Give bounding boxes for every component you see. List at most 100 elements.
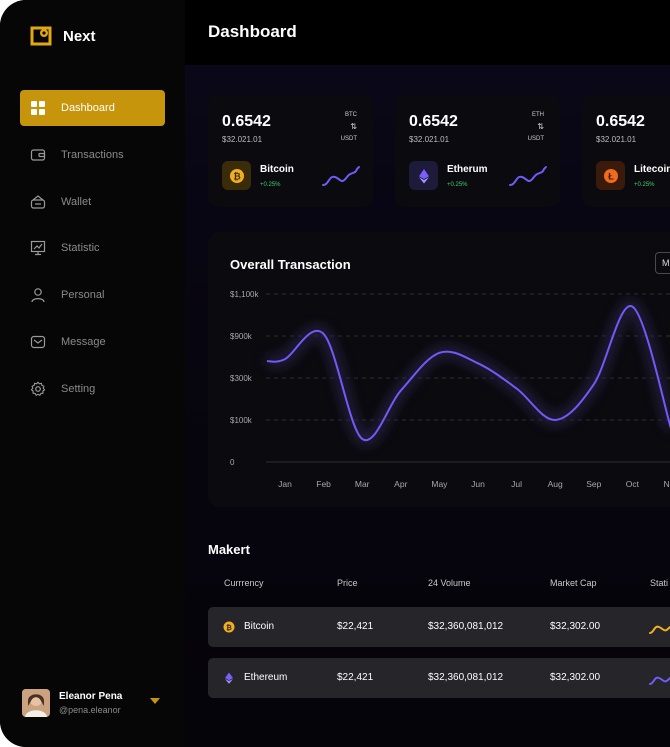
sidebar-item-statistic[interactable]: Statistic	[20, 230, 165, 266]
sidebar-item-label: Wallet	[61, 195, 92, 208]
svg-text:Ł: Ł	[608, 171, 614, 181]
market-row-bitcoin[interactable]: ₿ Bitcoin $22,421 $32,360,081,012 $32,30…	[208, 607, 670, 647]
market-header-price: Price	[337, 578, 358, 588]
user-icon	[30, 287, 46, 303]
swap-icon[interactable]: ⇅	[350, 122, 357, 131]
brand-logo-icon	[30, 26, 52, 46]
grid-icon	[30, 100, 46, 116]
swap-icon[interactable]: ⇅	[537, 122, 544, 131]
sidebar-item-label: Setting	[61, 382, 96, 395]
ticker-pair-quote: USDT	[527, 136, 544, 142]
ticker-usd: $32.021.01	[596, 135, 637, 144]
sidebar-item-label: Message	[61, 335, 106, 348]
sidebar-item-label: Dashboard	[61, 102, 115, 114]
sidebar-item-setting[interactable]: Setting	[20, 371, 165, 407]
presentation-chart-icon	[30, 240, 46, 256]
chart-y-tick-label: $1,100k	[230, 290, 259, 299]
market-cell-volume: $32,360,081,012	[428, 621, 504, 632]
chart-x-tick-label: Jun	[471, 479, 485, 489]
user-profile[interactable]: Eleanor Pena @pena.eleanor	[22, 688, 167, 718]
sidebar-item-label: Personal	[61, 289, 105, 302]
caret-down-icon[interactable]	[150, 698, 160, 705]
market-header-currency: Currrency	[224, 578, 264, 588]
sparkline	[649, 676, 670, 685]
page-title: Dashboard	[208, 22, 297, 41]
ticker-card-bitcoin[interactable]: 0.6542 $32.021.01 BTC ⇅ USDT ₿ Bitcoin +…	[208, 95, 373, 207]
coin-change: +0.25%	[447, 182, 468, 188]
chart-y-tick-label: $300k	[230, 374, 253, 383]
user-handle: @pena.eleanor	[59, 705, 121, 715]
chart-x-tick-label: Aug	[548, 479, 563, 489]
ticker-usd: $32.021.01	[222, 135, 263, 144]
panel-title: Overall Transaction	[230, 257, 351, 272]
mail-icon	[30, 334, 46, 350]
brand-name: Next	[63, 27, 96, 45]
ticker-price: 0.6542	[409, 113, 458, 130]
chart-x-tick-label: Nov	[663, 479, 670, 489]
chart-x-tick-label: May	[431, 479, 448, 489]
wallet-icon	[30, 194, 46, 210]
sidebar-item-label: Statistic	[61, 242, 100, 255]
coin-name: Bitcoin	[260, 164, 294, 175]
content: 0.6542 $32.021.01 BTC ⇅ USDT ₿ Bitcoin +…	[185, 65, 670, 747]
chart-x-tick-label: Feb	[316, 479, 331, 489]
sparkline	[649, 625, 670, 634]
chart-x-tick-label: Jul	[511, 479, 522, 489]
ethereum-icon	[409, 161, 438, 190]
svg-text:₿: ₿	[233, 171, 240, 181]
main-area: Dashboard 0.6542 $32.021.01 BTC ⇅ USDT ₿…	[185, 0, 670, 747]
bitcoin-icon: ₿	[222, 161, 251, 190]
chart-y-tick-label: $100k	[230, 416, 253, 425]
litecoin-icon: Ł	[596, 161, 625, 190]
market-cell-price: $22,421	[337, 672, 374, 683]
chart-x-tick-label: Oct	[626, 479, 640, 489]
topbar: Dashboard	[185, 0, 670, 65]
market-cell-currency: Ethereum	[244, 672, 288, 683]
brand[interactable]: Next	[30, 25, 96, 47]
svg-text:₿: ₿	[226, 624, 232, 632]
chart-x-tick-label: Jan	[278, 479, 292, 489]
ticker-price: 0.6542	[222, 113, 271, 130]
market-header-statistic: Stati	[650, 578, 669, 588]
market-row-ethereum[interactable]: Ethereum $22,421 $32,360,081,012 $32,302…	[208, 658, 670, 698]
card-icon	[30, 147, 46, 163]
ticker-card-ethereum[interactable]: 0.6542 $32.021.01 ETH ⇅ USDT Etherum +0.…	[395, 95, 560, 207]
coin-name: Etherum	[447, 164, 488, 175]
sidebar-item-transactions[interactable]: Transactions	[20, 137, 165, 173]
sparkline	[509, 166, 547, 186]
bitcoin-icon: ₿	[223, 621, 235, 633]
sidebar: Next Dashboard Transactions Wallet	[0, 0, 185, 747]
chart-y-tick-label: $900k	[230, 332, 253, 341]
avatar	[22, 689, 50, 717]
ticker-price: 0.6542	[596, 113, 645, 130]
ticker-card-litecoin[interactable]: 0.6542 $32.021.01 Ł Litecoin +0.25%	[582, 95, 670, 207]
market-header-cap: Market Cap	[550, 578, 597, 588]
ticker-usd: $32.021.01	[409, 135, 450, 144]
sidebar-item-message[interactable]: Message	[20, 324, 165, 360]
chart-x-tick-label: Mar	[355, 479, 370, 489]
sidebar-item-dashboard[interactable]: Dashboard	[20, 90, 165, 126]
ticker-pair-base: ETH	[532, 112, 544, 118]
sparkline	[322, 166, 360, 186]
coin-change: +0.25%	[634, 182, 655, 188]
coin-change: +0.25%	[260, 182, 281, 188]
chart-x-tick-label: Apr	[394, 479, 407, 489]
sidebar-item-label: Transactions	[61, 148, 124, 161]
user-name: Eleanor Pena	[59, 691, 123, 702]
transaction-line-chart: $1,100k $900k $300k $100k 0 Jan Feb Mar Apr May J…	[230, 290, 670, 489]
market-title: Makert	[208, 542, 250, 557]
market-header-volume: 24 Volume	[428, 578, 471, 588]
ticker-pair-base: BTC	[345, 112, 357, 118]
ticker-pair-quote: USDT	[340, 136, 357, 142]
gear-icon	[30, 381, 46, 397]
chart-x-tick-label: Sep	[586, 479, 601, 489]
period-select[interactable]: M	[655, 252, 670, 274]
sidebar-item-personal[interactable]: Personal	[20, 277, 165, 313]
market-cell-currency: Bitcoin	[244, 621, 275, 632]
market-cell-cap: $32,302.00	[550, 621, 601, 632]
market-cell-volume: $32,360,081,012	[428, 672, 504, 683]
sidebar-item-wallet[interactable]: Wallet	[20, 184, 165, 220]
chart-y-tick-label: 0	[230, 458, 235, 467]
coin-name: Litecoin	[634, 164, 670, 175]
